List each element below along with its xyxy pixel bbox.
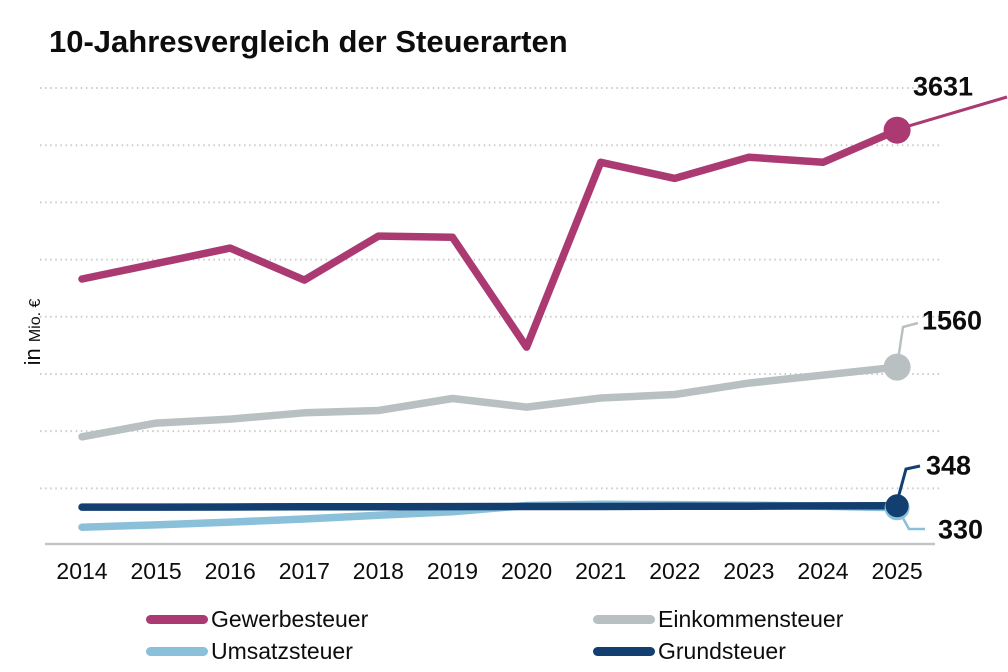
gewerbesteuer-line-swatch — [146, 615, 208, 624]
end-dot-grundsteuer — [885, 494, 909, 518]
series-line-einkommensteuer — [78, 363, 901, 441]
x-axis-label-2018: 2018 — [352, 558, 404, 584]
legend-item-umsatzsteuer: Umsatzsteuer — [146, 638, 353, 668]
legend-item-einkommensteuer: Einkommensteuer — [593, 606, 843, 636]
x-axis-label-2017: 2017 — [278, 558, 330, 584]
legend-label: Umsatzsteuer — [211, 638, 353, 664]
grundsteuer-line-swatch — [593, 647, 655, 656]
x-axis-label-2016: 2016 — [204, 558, 256, 584]
y-axis-unit-prefix: in — [20, 348, 45, 366]
leader-line-grundsteuer — [895, 464, 921, 503]
value-label-einkommensteuer: 1560 — [922, 305, 983, 336]
x-axis-label-2015: 2015 — [130, 558, 182, 584]
x-axis-label-2025: 2025 — [871, 558, 923, 584]
leader-line-einkommensteuer — [896, 321, 919, 361]
x-axis-label-2024: 2024 — [797, 558, 849, 584]
x-axis-label-2019: 2019 — [426, 558, 479, 584]
umsatzsteuer-line-swatch — [146, 647, 208, 656]
series-line-grundsteuer — [78, 501, 901, 511]
y-axis-unit: Mio. € — [27, 298, 44, 343]
legend-item-gewerbesteuer: Gewerbesteuer — [146, 606, 368, 636]
series-line-gewerbesteuer — [78, 126, 901, 351]
legend-label: Gewerbesteuer — [211, 606, 369, 632]
leader-line-gewerbesteuer — [894, 95, 1008, 132]
legend-label: Grundsteuer — [658, 638, 786, 664]
y-axis-label: in Mio. € — [20, 257, 54, 407]
x-axis-label-2014: 2014 — [56, 558, 108, 584]
value-label-gewerbesteuer: 3631 — [913, 71, 974, 102]
legend-label: Einkommensteuer — [658, 606, 844, 632]
line-chart — [40, 87, 1008, 546]
end-dot-gewerbesteuer — [883, 116, 911, 144]
x-axis-label-2020: 2020 — [501, 558, 553, 584]
value-label-grundsteuer: 348 — [926, 450, 972, 481]
x-axis-label-2022: 2022 — [649, 558, 701, 584]
x-axis-label-2021: 2021 — [575, 558, 627, 584]
value-label-umsatzsteuer: 330 — [938, 514, 984, 545]
end-dot-einkommensteuer — [883, 353, 911, 381]
x-axis-label-2023: 2023 — [723, 558, 775, 584]
legend-item-grundsteuer: Grundsteuer — [593, 638, 786, 668]
einkommensteuer-line-swatch — [593, 615, 655, 624]
page-title: 10-Jahresvergleich der Steuerarten — [49, 24, 568, 59]
